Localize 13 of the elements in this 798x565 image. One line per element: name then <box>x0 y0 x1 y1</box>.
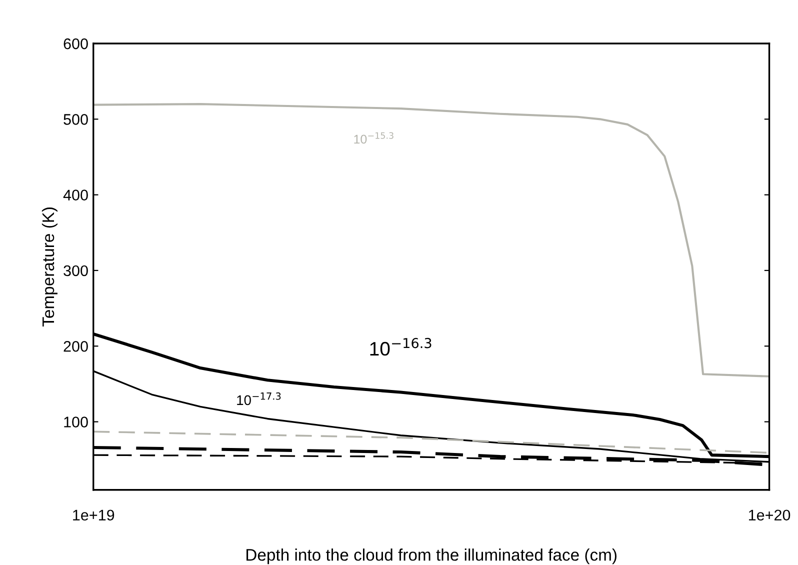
series-label: 10$^{−15.3}$ <box>354 132 394 144</box>
y-tick-label: 600 <box>64 38 88 50</box>
y-axis-title: Temperature (K) <box>42 208 58 326</box>
x-tick-label: 1e+19 <box>73 510 114 521</box>
y-tick-label: 100 <box>64 416 88 428</box>
x-tick-label: 1e+20 <box>748 510 790 521</box>
y-tick-label: 500 <box>64 114 88 125</box>
y-tick-label: 300 <box>64 265 88 276</box>
y-tick-label: 200 <box>64 340 88 352</box>
series-label: 10$^{−17.3}$ <box>237 392 281 406</box>
x-axis-title: Depth into the cloud from the illuminated face (cm) <box>246 548 616 564</box>
series-label: 10$^{−16.3}$ <box>370 338 432 356</box>
y-tick-label: 400 <box>63 190 88 200</box>
